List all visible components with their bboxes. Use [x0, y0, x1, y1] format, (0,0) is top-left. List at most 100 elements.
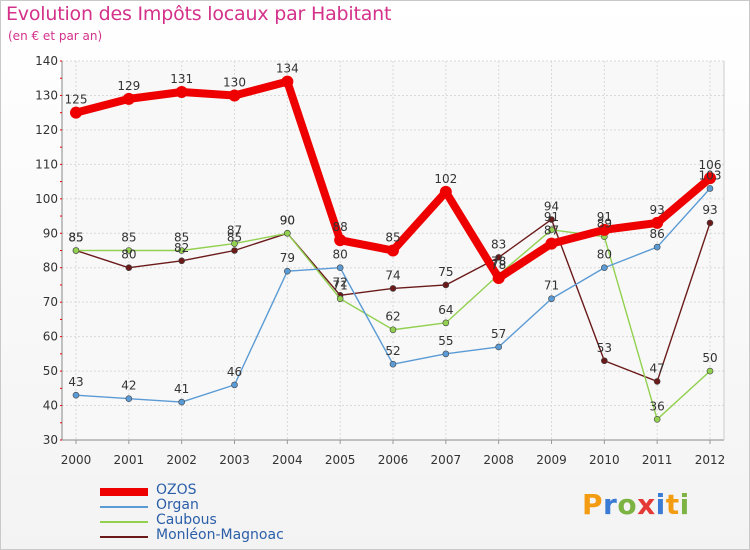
data-point-caubous [231, 240, 238, 247]
data-label-organ: 55 [438, 334, 453, 348]
data-label-organ: 43 [68, 375, 83, 389]
data-label-caubous: 91 [544, 210, 559, 224]
data-point-ozos [598, 223, 611, 236]
data-label-caubous: 85 [121, 231, 136, 245]
chart-subtitle: (en € et par an) [8, 29, 103, 43]
data-label-organ: 71 [544, 279, 559, 293]
legend-swatch-monleon-magnoac [100, 535, 148, 538]
data-point-monl-on-magnoac [601, 357, 608, 365]
data-point-organ [178, 398, 185, 406]
data-point-monl-on-magnoac [125, 264, 133, 272]
data-point-ozos [70, 106, 82, 119]
legend-item-organ[interactable]: Organ [100, 498, 360, 514]
data-label-monl-on-magnoac: 85 [68, 231, 83, 245]
y-tick-label: 140 [35, 54, 58, 68]
data-label-ozos: 93 [650, 203, 665, 217]
data-label-caubous: 78 [491, 255, 506, 269]
data-label-caubous: 85 [174, 231, 189, 245]
data-point-organ [653, 243, 661, 251]
data-label-monl-on-magnoac: 90 [280, 213, 295, 227]
data-point-ozos [228, 89, 241, 102]
x-tick-label: 2000 [61, 453, 92, 467]
y-tick-label: 90 [43, 226, 58, 240]
data-label-caubous: 62 [385, 310, 400, 324]
logo-letter: i [679, 488, 690, 521]
x-tick-label: 2003 [219, 453, 250, 467]
y-tick-label: 120 [35, 123, 58, 137]
data-point-caubous [336, 295, 344, 303]
data-label-monl-on-magnoac: 75 [438, 265, 453, 279]
legend-item-monleon-magnoac[interactable]: Monléon-Magnoac [100, 528, 360, 544]
y-tick-label: 30 [43, 433, 58, 447]
data-label-monl-on-magnoac: 72 [333, 275, 348, 289]
data-label-monl-on-magnoac: 93 [702, 203, 717, 217]
data-label-caubous: 64 [438, 303, 453, 317]
data-label-ozos: 88 [333, 220, 348, 234]
data-point-organ [495, 343, 502, 351]
data-label-monl-on-magnoac: 82 [174, 241, 189, 255]
data-point-monl-on-magnoac [442, 281, 450, 289]
series-lines [70, 75, 716, 423]
legend-item-ozos[interactable]: OZOS [100, 482, 360, 499]
data-label-organ: 46 [227, 365, 242, 379]
data-label-ozos: 85 [385, 231, 400, 245]
logo-letter: t [665, 488, 680, 521]
data-label-caubous: 50 [702, 351, 717, 365]
y-tick-label: 50 [43, 364, 58, 378]
data-label-organ: 41 [174, 382, 189, 396]
data-label-ozos: 130 [223, 75, 246, 89]
data-label-monl-on-magnoac: 47 [650, 361, 665, 375]
data-point-organ [442, 350, 450, 358]
data-point-monl-on-magnoac [548, 216, 555, 223]
data-label-monl-on-magnoac: 80 [121, 248, 136, 262]
data-point-ozos [492, 272, 505, 285]
data-point-organ [336, 264, 344, 272]
legend-label-caubous: Caubous [156, 512, 217, 528]
data-point-ozos [439, 185, 452, 198]
data-label-monl-on-magnoac: 85 [227, 231, 242, 245]
x-tick-label: 2006 [378, 453, 409, 467]
data-label-organ: 86 [650, 227, 665, 241]
data-label-organ: 80 [333, 248, 348, 262]
data-label-ozos: 91 [597, 210, 612, 224]
data-label-caubous: 90 [280, 213, 295, 227]
y-tick-label: 110 [35, 157, 58, 171]
x-tick-label: 2002 [166, 453, 197, 467]
data-label-monl-on-magnoac: 94 [544, 199, 559, 213]
data-point-monl-on-magnoac [231, 247, 238, 254]
data-point-monl-on-magnoac [389, 285, 397, 292]
data-point-caubous [653, 416, 661, 423]
data-point-ozos [334, 234, 347, 247]
data-point-ozos [122, 92, 135, 105]
data-label-caubous: 89 [597, 217, 612, 231]
logo-letter: x [637, 488, 656, 521]
data-point-caubous [72, 247, 80, 254]
data-point-ozos [387, 244, 399, 257]
x-tick-label: 2004 [272, 453, 303, 467]
x-tick-label: 2010 [589, 453, 620, 467]
x-axis-ticks: 2000 2001 2002 2003 2004 2005 2006 2007 2008 2009… [61, 440, 725, 467]
data-label-organ: 42 [121, 379, 136, 393]
data-point-organ [548, 295, 555, 303]
logo-letter: i [655, 488, 666, 521]
data-label-monl-on-magnoac: 74 [385, 268, 400, 282]
legend-item-caubous[interactable]: Caubous [100, 512, 360, 529]
chart-title: Evolution des Impôts locaux par Habitant [6, 3, 392, 25]
x-tick-label: 2011 [642, 453, 673, 467]
data-label-monl-on-magnoac: 53 [597, 341, 612, 355]
data-label-organ: 79 [280, 251, 295, 265]
data-label-caubous: 87 [227, 224, 242, 238]
data-point-monl-on-magnoac [178, 257, 185, 265]
data-point-organ [284, 267, 291, 275]
data-point-monl-on-magnoac [706, 219, 714, 227]
data-point-caubous [548, 226, 555, 234]
x-tick-label: 2009 [536, 453, 567, 467]
y-axis-ticks: 30 40 50 60 70 80 90 100 110 120 130 140 [35, 54, 62, 447]
data-label-ozos: 102 [434, 172, 457, 186]
data-label-ozos: 106 [699, 158, 722, 172]
legend-label-ozos: OZOS [156, 482, 197, 498]
y-tick-label: 40 [43, 399, 58, 413]
y-tick-label: 130 [35, 88, 58, 102]
